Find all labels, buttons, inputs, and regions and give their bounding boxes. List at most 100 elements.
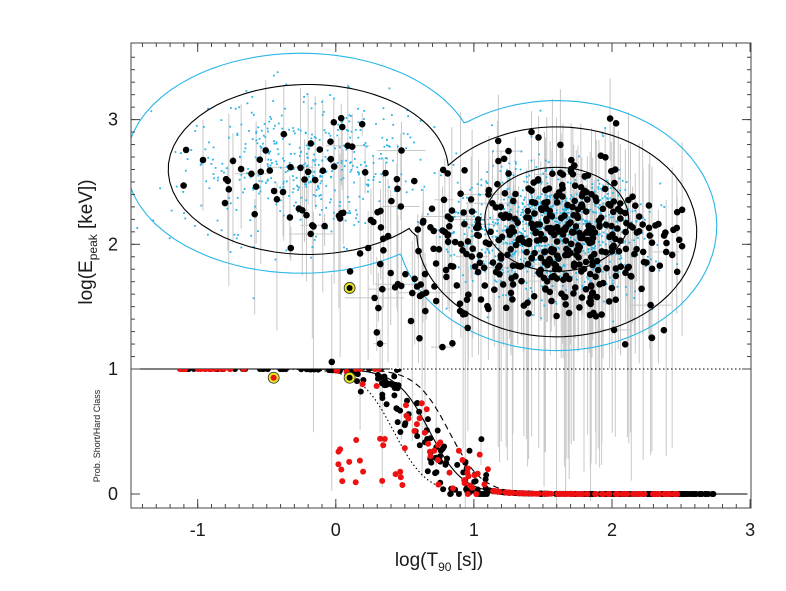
- comparison-point: [547, 161, 550, 164]
- comparison-point: [600, 235, 603, 237]
- comparison-point: [392, 123, 395, 126]
- probability-point-black: [282, 369, 289, 373]
- epeak-point: [558, 181, 566, 189]
- comparison-point: [503, 198, 505, 201]
- epeak-point: [668, 251, 676, 259]
- comparison-point: [251, 138, 254, 140]
- comparison-point: [365, 183, 368, 186]
- comparison-point: [244, 147, 247, 150]
- comparison-point: [569, 227, 571, 230]
- comparison-point: [546, 271, 548, 274]
- comparison-point: [551, 236, 553, 239]
- comparison-point: [417, 221, 419, 223]
- comparison-point: [561, 265, 564, 268]
- comparison-point: [392, 159, 394, 162]
- epeak-point: [638, 285, 645, 293]
- comparison-point: [253, 113, 255, 116]
- epeak-point: [311, 176, 319, 184]
- epeak-point: [319, 167, 327, 174]
- comparison-point: [321, 113, 324, 116]
- epeak-point: [514, 219, 521, 226]
- epeak-point: [663, 239, 670, 247]
- comparison-point: [354, 128, 357, 131]
- epeak-point: [248, 170, 255, 178]
- epeak-point: [487, 228, 494, 236]
- comparison-point: [531, 314, 534, 316]
- comparison-point: [568, 216, 571, 219]
- comparison-point: [561, 200, 564, 203]
- comparison-point: [267, 197, 270, 200]
- comparison-point: [457, 212, 460, 214]
- comparison-point: [423, 185, 426, 188]
- epeak-point: [439, 166, 447, 174]
- comparison-point: [514, 271, 516, 274]
- comparison-point: [183, 212, 185, 214]
- comparison-point: [317, 164, 320, 166]
- epeak-point: [337, 114, 345, 122]
- comparison-point: [355, 209, 357, 212]
- comparison-point: [354, 158, 356, 160]
- comparison-point: [529, 206, 532, 209]
- probability-point-black: [424, 468, 431, 475]
- comparison-point: [555, 302, 558, 305]
- comparison-point: [511, 241, 514, 243]
- probability-point-red: [403, 402, 409, 409]
- epeak-point: [656, 262, 664, 270]
- comparison-point: [472, 235, 474, 237]
- epeak-point: [592, 194, 599, 201]
- probability-point-red: [548, 490, 555, 497]
- probability-point-red: [377, 435, 384, 442]
- probability-point-red: [464, 465, 471, 472]
- comparison-point: [644, 218, 646, 221]
- comparison-point: [485, 181, 488, 184]
- comparison-point: [544, 159, 547, 162]
- comparison-point: [537, 195, 539, 198]
- probability-point-black: [709, 491, 716, 497]
- comparison-point: [264, 136, 267, 138]
- comparison-point: [488, 252, 491, 254]
- comparison-point: [536, 197, 538, 200]
- epeak-point: [586, 239, 593, 247]
- comparison-point: [554, 217, 557, 220]
- probability-point-red: [434, 442, 441, 448]
- epeak-point: [237, 165, 245, 173]
- epeak-point: [594, 266, 602, 274]
- epeak-point: [528, 254, 536, 262]
- epeak-point: [485, 305, 492, 313]
- comparison-point: [539, 109, 542, 112]
- comparison-point: [276, 163, 278, 165]
- comparison-point: [522, 227, 524, 230]
- comparison-point: [220, 119, 223, 121]
- comparison-point: [601, 197, 604, 200]
- epeak-point: [536, 221, 543, 228]
- comparison-point: [531, 196, 533, 198]
- comparison-point: [345, 117, 348, 119]
- epeak-point: [530, 293, 538, 300]
- epeak-point: [411, 275, 419, 283]
- comparison-point: [341, 169, 343, 171]
- comparison-point: [480, 178, 483, 181]
- comparison-point: [525, 281, 528, 284]
- comparison-point: [180, 152, 182, 154]
- comparison-point: [609, 187, 612, 189]
- comparison-point: [382, 107, 385, 110]
- epeak-point: [346, 268, 354, 275]
- comparison-point: [394, 190, 396, 193]
- y-axis-title-sub: peak: [86, 233, 100, 260]
- comparison-point: [282, 214, 285, 217]
- epeak-point: [316, 146, 324, 153]
- comparison-point: [607, 183, 609, 185]
- comparison-point: [250, 111, 253, 114]
- epeak-point: [449, 340, 456, 347]
- comparison-point: [302, 163, 305, 166]
- comparison-point: [357, 173, 360, 176]
- epeak-point: [364, 244, 372, 252]
- comparison-point: [324, 131, 327, 134]
- comparison-point: [541, 264, 544, 267]
- comparison-point: [524, 230, 526, 232]
- comparison-point: [484, 270, 486, 273]
- epeak-point: [500, 155, 508, 163]
- comparison-point: [358, 172, 360, 174]
- comparison-point: [515, 162, 517, 165]
- epeak-point: [435, 246, 443, 253]
